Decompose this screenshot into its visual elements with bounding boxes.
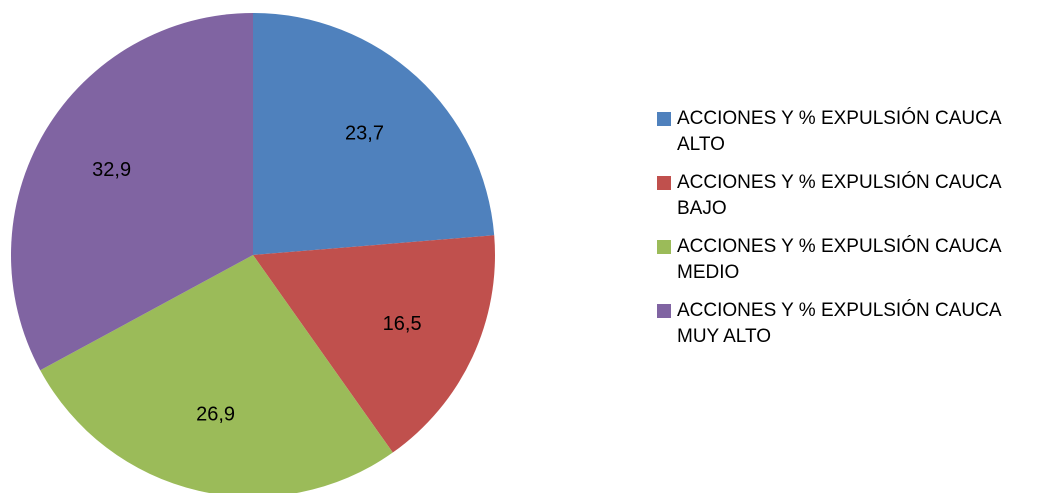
legend-label: ACCIONES Y % EXPULSIÓN CAUCA MEDIO (677, 236, 1001, 283)
legend-item: ACCIONES Y % EXPULSIÓN CAUCA ALTO (657, 106, 1042, 158)
legend-label: ACCIONES Y % EXPULSIÓN CAUCA MUY ALTO (677, 300, 1001, 347)
legend-item: ACCIONES Y % EXPULSIÓN CAUCA MEDIO (657, 234, 1042, 286)
legend-label: ACCIONES Y % EXPULSIÓN CAUCA BAJO (677, 172, 1001, 219)
pie-slice (253, 13, 495, 255)
legend-swatch (657, 176, 671, 190)
legend-item: ACCIONES Y % EXPULSIÓN CAUCA MUY ALTO (657, 298, 1042, 350)
pie-slice (253, 235, 495, 453)
legend-item: ACCIONES Y % EXPULSIÓN CAUCA BAJO (657, 170, 1042, 222)
legend-swatch (657, 304, 671, 318)
data-label: 23,7 (345, 122, 384, 144)
data-label: 16,5 (383, 313, 422, 335)
pie-slice (40, 255, 393, 493)
data-label: 26,9 (196, 404, 235, 426)
data-label: 32,9 (92, 159, 131, 181)
legend-swatch (657, 112, 671, 126)
legend-label: ACCIONES Y % EXPULSIÓN CAUCA ALTO (677, 108, 1001, 155)
pie-slice (11, 13, 253, 371)
legend: ACCIONES Y % EXPULSIÓN CAUCA ALTO ACCIONE… (657, 106, 1042, 362)
legend-swatch (657, 240, 671, 254)
